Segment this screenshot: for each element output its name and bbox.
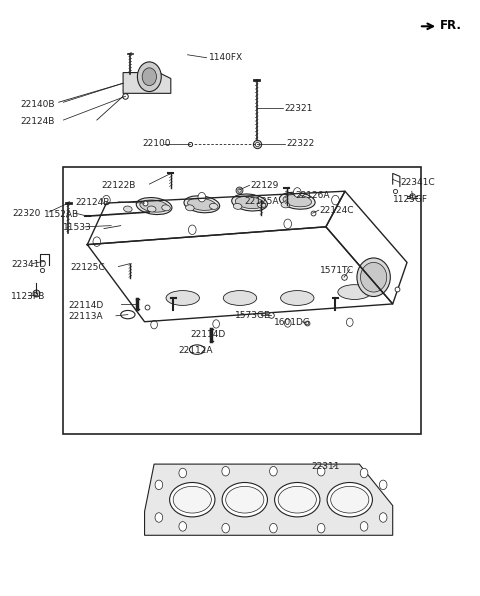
Circle shape — [222, 467, 229, 476]
Text: 1152AB: 1152AB — [44, 210, 80, 219]
Circle shape — [379, 513, 387, 522]
Circle shape — [103, 195, 110, 205]
Ellipse shape — [184, 195, 220, 213]
Text: 22126A: 22126A — [296, 191, 330, 200]
Text: 22114D: 22114D — [68, 300, 104, 309]
Circle shape — [179, 468, 187, 478]
Ellipse shape — [283, 195, 312, 207]
Circle shape — [270, 467, 277, 476]
Ellipse shape — [123, 206, 132, 212]
Circle shape — [189, 225, 196, 234]
Ellipse shape — [281, 202, 289, 208]
Text: 22341D: 22341D — [11, 260, 46, 269]
Circle shape — [222, 523, 229, 533]
Circle shape — [317, 523, 325, 533]
Circle shape — [317, 467, 325, 476]
Ellipse shape — [169, 483, 215, 517]
Circle shape — [293, 188, 301, 197]
Ellipse shape — [147, 206, 156, 212]
Ellipse shape — [275, 483, 320, 517]
Text: 11533: 11533 — [63, 224, 92, 232]
Text: FR.: FR. — [440, 18, 461, 32]
Text: 22125A: 22125A — [245, 197, 279, 206]
Text: 22322: 22322 — [286, 139, 314, 148]
Text: 22140B: 22140B — [21, 100, 55, 108]
Ellipse shape — [226, 486, 264, 513]
Ellipse shape — [235, 196, 264, 209]
Text: 1125GF: 1125GF — [393, 195, 428, 204]
Text: 22113A: 22113A — [68, 312, 103, 321]
Ellipse shape — [223, 291, 257, 305]
Ellipse shape — [281, 291, 314, 305]
Text: 22112A: 22112A — [178, 346, 213, 355]
Ellipse shape — [166, 291, 199, 305]
Ellipse shape — [233, 203, 242, 209]
Ellipse shape — [173, 486, 211, 513]
Circle shape — [213, 320, 219, 328]
Ellipse shape — [338, 285, 371, 299]
Text: 22125C: 22125C — [71, 263, 105, 272]
Text: 1140FX: 1140FX — [209, 52, 243, 61]
Circle shape — [151, 321, 157, 329]
Ellipse shape — [209, 203, 218, 209]
Text: 22100: 22100 — [142, 139, 171, 148]
Text: 1573GE: 1573GE — [235, 311, 271, 320]
Ellipse shape — [278, 486, 316, 513]
Circle shape — [347, 318, 353, 327]
Circle shape — [284, 319, 291, 327]
Ellipse shape — [360, 262, 387, 292]
Text: 22124B: 22124B — [21, 117, 55, 126]
Circle shape — [360, 468, 368, 478]
Circle shape — [332, 195, 339, 205]
Ellipse shape — [331, 486, 369, 513]
Text: 22122B: 22122B — [102, 181, 136, 190]
Text: 1123PB: 1123PB — [11, 291, 45, 301]
Ellipse shape — [136, 197, 172, 215]
Ellipse shape — [327, 483, 372, 517]
Text: 22124B: 22124B — [75, 198, 110, 207]
Circle shape — [137, 62, 161, 92]
Ellipse shape — [140, 200, 168, 212]
Text: 22129: 22129 — [251, 181, 279, 190]
Circle shape — [142, 68, 156, 86]
Text: 22320: 22320 — [12, 209, 40, 218]
Circle shape — [155, 513, 163, 522]
Ellipse shape — [357, 258, 390, 297]
Ellipse shape — [188, 198, 216, 210]
Ellipse shape — [257, 202, 266, 208]
Circle shape — [198, 193, 205, 202]
Circle shape — [270, 523, 277, 533]
Ellipse shape — [232, 194, 267, 211]
Circle shape — [93, 237, 101, 246]
Ellipse shape — [222, 483, 267, 517]
Polygon shape — [123, 73, 171, 94]
Circle shape — [379, 480, 387, 489]
Text: 1601DG: 1601DG — [275, 318, 311, 327]
Polygon shape — [144, 464, 393, 535]
Text: 22124C: 22124C — [320, 206, 354, 215]
Text: 22114D: 22114D — [190, 330, 225, 339]
Text: 22311: 22311 — [312, 462, 340, 471]
Circle shape — [155, 480, 163, 489]
Circle shape — [179, 522, 187, 531]
Text: 22341C: 22341C — [401, 178, 435, 187]
Ellipse shape — [162, 205, 170, 211]
Text: 1571TC: 1571TC — [320, 266, 354, 275]
Circle shape — [284, 219, 291, 229]
Text: 22321: 22321 — [284, 104, 312, 113]
Ellipse shape — [279, 193, 315, 209]
Circle shape — [360, 522, 368, 531]
Ellipse shape — [186, 205, 194, 211]
